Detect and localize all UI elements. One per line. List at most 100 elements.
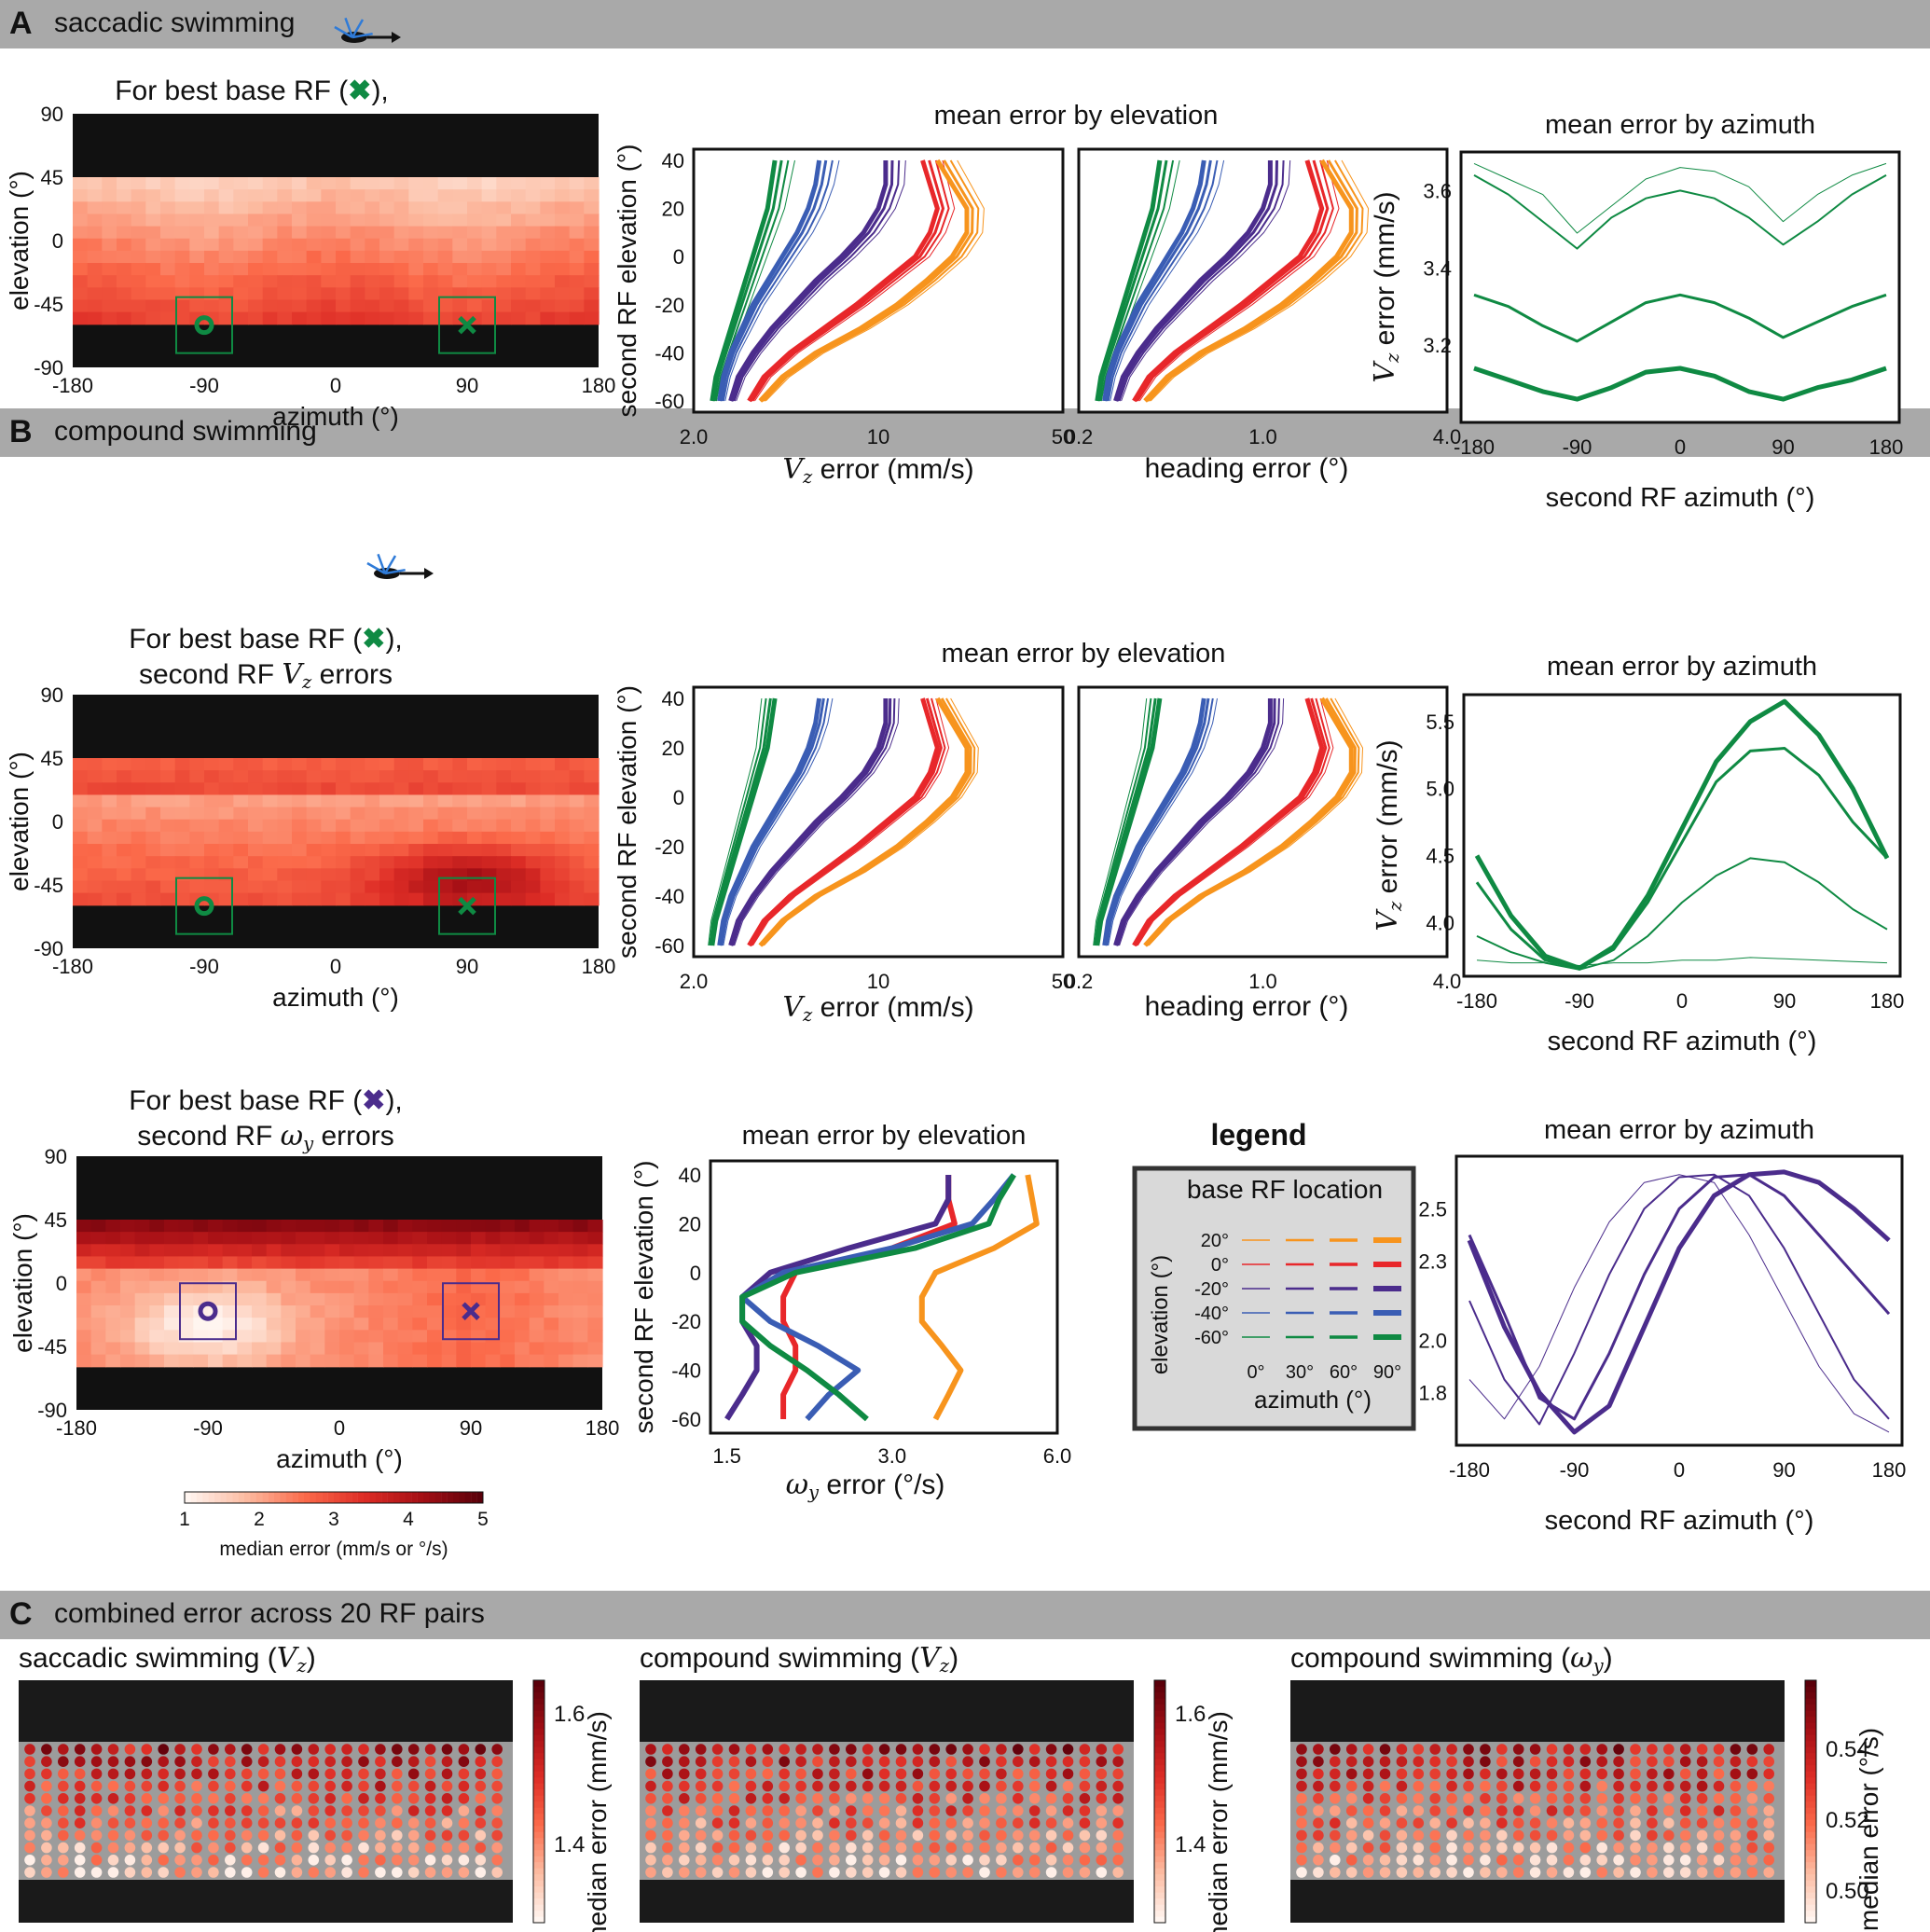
heatmap-cell <box>281 1256 296 1270</box>
colorbar-segment <box>1154 1753 1165 1760</box>
heatmap-cell <box>102 263 117 276</box>
dot <box>158 1780 169 1792</box>
heatmap-cell <box>452 189 468 202</box>
heatmap-cell <box>248 831 264 845</box>
heatmap-cell <box>397 1305 413 1318</box>
heatmap-cell <box>292 287 308 301</box>
dot <box>225 1793 236 1804</box>
dot <box>1546 1842 1558 1854</box>
dot <box>158 1855 169 1866</box>
heatmap-cell <box>383 1330 399 1344</box>
dot <box>996 1867 1007 1878</box>
dot <box>1730 1829 1742 1842</box>
heatmap-cell <box>310 1280 325 1294</box>
dot <box>58 1744 69 1755</box>
dot <box>895 1793 907 1804</box>
dot <box>795 1744 806 1755</box>
heatmap-cell <box>397 1280 413 1294</box>
x-tick-label: 1.0 <box>1248 970 1277 993</box>
elevation-curve <box>1119 697 1285 946</box>
dot <box>929 1805 941 1816</box>
colorbar-segment <box>310 1492 316 1503</box>
heatmap-cell <box>339 1244 355 1258</box>
heatmap-cell <box>134 1280 150 1294</box>
dot <box>846 1793 857 1804</box>
dot <box>1345 1756 1358 1767</box>
flow-arrow <box>351 19 365 38</box>
y-axis-label: second RF elevation (°) <box>629 1161 658 1434</box>
heatmap-cell <box>233 880 249 894</box>
heatmap-cell <box>102 892 117 906</box>
colorbar-segment <box>1805 1826 1816 1832</box>
heatmap-cell <box>587 1354 603 1368</box>
heatmap-cell <box>558 1305 574 1318</box>
heatmap-cell <box>237 1342 253 1356</box>
heatmap-cell <box>174 263 190 276</box>
heatmap-cell <box>262 794 278 808</box>
dot <box>1446 1805 1457 1816</box>
dot <box>829 1855 840 1866</box>
dot <box>878 1780 890 1792</box>
dot <box>107 1744 119 1755</box>
heatmap-cell <box>496 250 512 264</box>
heatmap-cell <box>393 770 409 783</box>
heatmap-cell <box>393 287 409 301</box>
heatmap-cell <box>572 1244 588 1258</box>
dot <box>711 1793 724 1804</box>
best-rf-box <box>438 296 496 354</box>
heatmap-cell <box>189 794 205 808</box>
heatmap-cell <box>397 1330 413 1344</box>
title-line1: For best base RF (✖), <box>129 1085 403 1116</box>
dot <box>1713 1817 1725 1828</box>
heatmap-cell <box>131 177 146 190</box>
dot <box>74 1805 86 1816</box>
dot <box>962 1829 973 1842</box>
heatmap-cell <box>73 856 89 869</box>
dot <box>645 1817 656 1828</box>
heatmap-cell <box>525 287 541 301</box>
heatmap-cell <box>383 1244 399 1258</box>
heatmap-cell <box>365 794 380 808</box>
dot <box>846 1744 857 1755</box>
dot <box>341 1756 352 1767</box>
dot <box>324 1829 337 1842</box>
dot <box>407 1780 420 1792</box>
symbol: ω <box>786 1469 808 1501</box>
heatmap-cell <box>145 880 161 894</box>
colorbar-segment <box>434 1492 442 1503</box>
dot <box>962 1780 973 1792</box>
heatmap-cell <box>87 214 103 228</box>
heatmap-cell <box>481 201 497 215</box>
dot <box>779 1829 790 1842</box>
dot <box>424 1842 436 1854</box>
dot <box>1296 1842 1307 1854</box>
colorbar-segment <box>476 1492 484 1503</box>
colorbar-segment <box>1154 1814 1165 1820</box>
colorbar-segment <box>1154 1856 1165 1863</box>
dot <box>1045 1829 1057 1842</box>
dot <box>846 1855 857 1866</box>
colorbar-segment <box>1805 1759 1816 1766</box>
dot <box>74 1842 86 1854</box>
colorbar-segment <box>1154 1843 1165 1851</box>
heatmap-cell <box>452 250 468 264</box>
heatmap-cell <box>540 856 556 869</box>
heatmap-cell <box>306 770 322 783</box>
heatmap-cell <box>452 226 468 240</box>
dot <box>90 1817 103 1828</box>
heatmap-cell <box>87 831 103 845</box>
dot <box>1079 1756 1091 1767</box>
dot <box>979 1793 990 1804</box>
dot <box>912 1867 924 1878</box>
dot <box>1396 1805 1408 1816</box>
heatmap-cell <box>336 189 352 202</box>
heatmap-cell <box>321 782 337 796</box>
x-tick-label: -180 <box>52 955 93 978</box>
dot <box>1480 1780 1491 1792</box>
dot <box>812 1756 823 1767</box>
heatmap-cell <box>160 819 176 833</box>
heatmap-cell <box>555 892 571 906</box>
heatmap-cell <box>339 1342 355 1356</box>
dot <box>962 1855 973 1866</box>
dot <box>1613 1793 1624 1804</box>
